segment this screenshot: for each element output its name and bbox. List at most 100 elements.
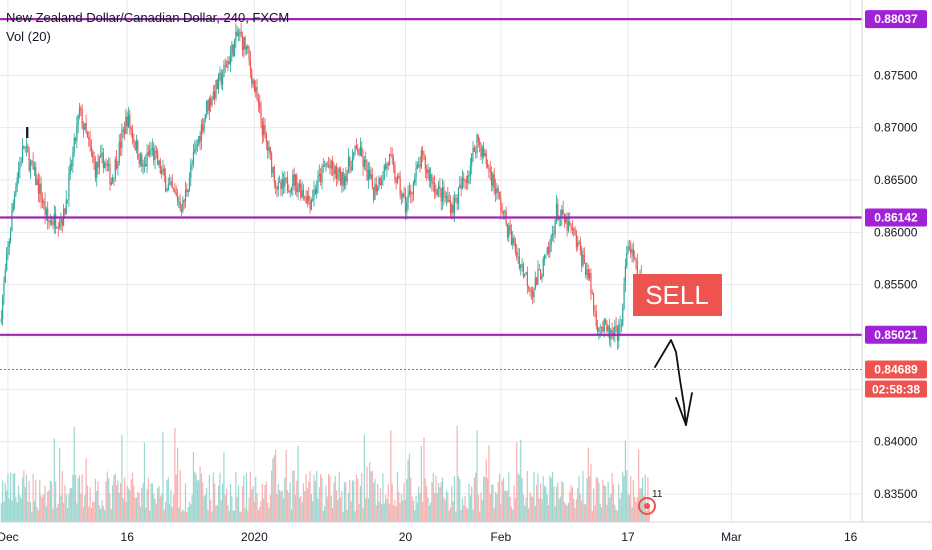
candle-body (66, 199, 69, 201)
candle-body (64, 208, 66, 215)
volume-bar (506, 490, 509, 522)
candle-body (591, 293, 593, 295)
volume-bar (366, 466, 368, 522)
volume-bar (278, 490, 281, 522)
volume-bar (10, 472, 12, 522)
candle-body (351, 157, 354, 171)
candle-body (614, 326, 616, 337)
candle-body (407, 194, 409, 203)
volume-bar (399, 502, 401, 522)
volume-bar (142, 483, 144, 522)
sell-text: SELL (645, 280, 709, 310)
volume-bar (337, 499, 339, 522)
alert-icon[interactable]: 11 (638, 489, 663, 515)
drawn-arrow[interactable] (654, 339, 693, 426)
candle-body (455, 198, 457, 199)
candle-body (514, 242, 517, 253)
volume-bar (131, 472, 134, 522)
volume-bar (497, 481, 499, 522)
candle-body (306, 195, 308, 204)
volume-bar (151, 483, 153, 522)
candle-body (611, 329, 613, 333)
candle-body (441, 187, 444, 202)
volume-bar (381, 503, 383, 522)
candle-body (187, 189, 189, 193)
candle-body (208, 98, 210, 111)
candle-body (37, 179, 40, 194)
candle-body (300, 183, 302, 198)
volume-bar (256, 493, 258, 522)
volume-bar (298, 497, 301, 522)
volume-bar (241, 486, 244, 522)
candle-body (278, 182, 281, 184)
candle-body (586, 269, 588, 276)
volume-bar (222, 483, 224, 522)
candle-body (322, 166, 324, 167)
candle-body (298, 183, 301, 188)
candle-body (440, 188, 442, 202)
volume-bar (627, 493, 629, 522)
volume-bar (51, 481, 53, 522)
volume-bar (593, 488, 595, 522)
volume-bar (190, 504, 192, 522)
volume-bar (437, 483, 440, 522)
volume-bar (357, 478, 359, 522)
y-axis-ticks: 0.835000.840000.845000.850000.855000.860… (874, 68, 918, 501)
y-tick-label: 0.87500 (874, 68, 918, 82)
x-tick-label: 17 (621, 530, 635, 544)
candle-body (57, 227, 59, 229)
volume-bar (208, 474, 210, 522)
candle-body (229, 53, 232, 64)
volume-bar (599, 503, 601, 522)
volume-bar (261, 484, 263, 522)
level-badge (865, 325, 927, 344)
volume-bar (480, 492, 482, 522)
volume-bar (16, 502, 18, 522)
candle-body (346, 171, 348, 182)
candle-body (437, 185, 440, 190)
candle-body (575, 234, 577, 247)
volume-bar (589, 476, 591, 522)
volume-bar (512, 509, 514, 522)
volume-bar (330, 495, 332, 522)
volume-bar (392, 505, 395, 522)
x-tick-label: Dec (0, 530, 19, 544)
volume-bar (386, 499, 388, 522)
volume-bar (632, 479, 634, 522)
candle-body (628, 246, 630, 250)
horizontal-levels[interactable] (0, 18, 862, 336)
candle-body (538, 269, 540, 271)
candle-body (260, 107, 262, 123)
volume-bar (28, 480, 30, 522)
volume-bar (448, 510, 450, 522)
volume-bar (604, 486, 607, 522)
candle-body (65, 199, 67, 215)
candle-body (396, 175, 399, 183)
volume-bar (74, 474, 77, 522)
candle-body (171, 181, 173, 189)
level-badge-label: 0.85021 (874, 328, 918, 342)
sell-label[interactable]: SELL (633, 274, 722, 316)
volume-bar (591, 510, 593, 522)
volume-bar (29, 502, 32, 522)
volume-bar (562, 482, 564, 522)
candle-body (402, 193, 404, 198)
volume-bar (43, 494, 45, 522)
volume-bar (606, 504, 608, 522)
volume-bar (565, 504, 567, 522)
volume-bar (403, 483, 405, 522)
x-tick-label: 2020 (241, 530, 268, 544)
volume-bar (361, 473, 363, 522)
candle-body (339, 168, 342, 185)
candle-body (178, 201, 180, 203)
volume-bar (8, 498, 10, 522)
volume-bar (260, 500, 262, 522)
volume-bar (314, 480, 316, 522)
volume-bar (416, 502, 418, 522)
volume-bar (452, 501, 454, 522)
volume-bar (483, 476, 485, 522)
volume-bar (383, 503, 385, 522)
candle-body (200, 124, 202, 142)
volume-bar (17, 485, 20, 522)
